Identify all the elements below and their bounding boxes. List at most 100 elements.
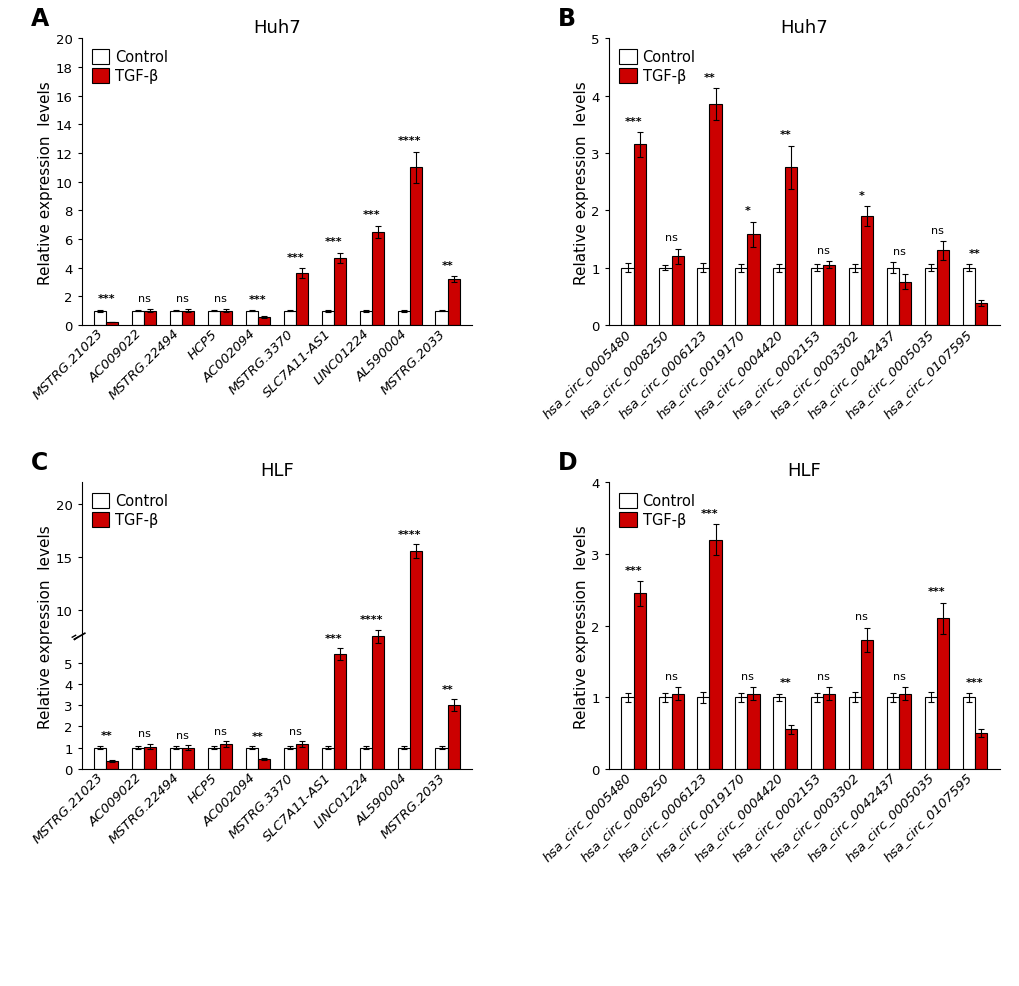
Text: **: **	[779, 130, 791, 140]
Bar	[747, 694, 759, 769]
Bar	[321, 748, 333, 769]
Bar	[709, 106, 720, 325]
Text: ***: ***	[363, 210, 380, 220]
Text: *: *	[857, 191, 863, 201]
Text: ***: ***	[965, 677, 982, 687]
Text: ns: ns	[816, 246, 828, 255]
Text: ***: ***	[286, 252, 305, 262]
Bar	[182, 748, 194, 769]
Bar	[333, 655, 345, 769]
Bar	[974, 734, 986, 769]
Bar	[936, 251, 949, 325]
Text: **: **	[441, 684, 453, 694]
Legend: Control, TGF-β: Control, TGF-β	[615, 490, 698, 530]
Bar	[936, 619, 949, 769]
Text: A: A	[31, 7, 49, 31]
Bar	[144, 312, 156, 325]
Bar	[658, 697, 671, 769]
Bar	[924, 697, 936, 769]
Bar	[283, 312, 296, 325]
Bar	[321, 312, 333, 325]
Bar	[208, 748, 220, 769]
Bar	[410, 552, 422, 769]
Text: ns: ns	[892, 671, 905, 681]
Bar	[697, 697, 709, 769]
Bar	[709, 540, 720, 769]
Bar	[898, 694, 910, 769]
Text: ns: ns	[289, 726, 302, 736]
Bar	[170, 748, 182, 769]
Text: *: *	[744, 206, 750, 216]
Bar	[208, 312, 220, 325]
Text: ns: ns	[664, 233, 678, 244]
Bar	[296, 744, 308, 769]
Text: ***: ***	[325, 633, 342, 643]
Title: Huh7: Huh7	[253, 19, 301, 36]
Text: ns: ns	[929, 226, 943, 236]
Y-axis label: Relative expression  levels: Relative expression levels	[38, 525, 53, 728]
Bar	[131, 312, 144, 325]
Text: ***: ***	[700, 508, 717, 518]
Bar	[898, 283, 910, 325]
Text: ns: ns	[138, 294, 151, 304]
Bar	[283, 748, 296, 769]
Text: ns: ns	[854, 612, 867, 622]
Text: ns: ns	[175, 293, 189, 304]
Bar	[144, 746, 156, 769]
Title: Huh7: Huh7	[780, 19, 827, 36]
Text: ***: ***	[625, 565, 642, 576]
Text: D: D	[557, 451, 577, 474]
Bar	[371, 637, 383, 769]
Bar	[296, 274, 308, 325]
Bar	[397, 748, 410, 769]
Bar	[658, 268, 671, 325]
Text: ****: ****	[360, 614, 383, 624]
Legend: Control, TGF-β: Control, TGF-β	[615, 46, 698, 87]
Bar	[447, 706, 460, 769]
Bar	[772, 697, 785, 769]
Text: ***: ***	[98, 294, 115, 304]
Bar	[747, 235, 759, 325]
Bar	[671, 257, 683, 325]
Text: **: **	[441, 260, 453, 270]
Bar	[810, 697, 822, 769]
Bar	[848, 697, 860, 769]
Bar	[435, 748, 447, 769]
Title: HLF: HLF	[260, 462, 293, 480]
Bar	[246, 312, 258, 325]
Bar	[360, 748, 371, 769]
Bar	[94, 312, 106, 325]
Bar	[974, 304, 986, 325]
Text: **: **	[252, 731, 264, 740]
Text: **: **	[968, 248, 980, 258]
Bar	[246, 748, 258, 769]
Bar	[410, 169, 422, 325]
Bar	[924, 268, 936, 325]
Bar	[106, 761, 118, 769]
Bar	[697, 268, 709, 325]
Text: **: **	[100, 731, 112, 740]
Bar	[810, 268, 822, 325]
Bar	[258, 317, 270, 325]
Bar	[962, 697, 974, 769]
Bar	[447, 280, 460, 325]
Text: ****: ****	[397, 529, 421, 539]
Bar	[860, 640, 872, 769]
Bar	[621, 697, 633, 769]
Bar	[360, 312, 371, 325]
Text: ***: ***	[249, 294, 267, 305]
Y-axis label: Relative expression  levels: Relative expression levels	[573, 81, 588, 284]
Bar	[671, 694, 683, 769]
Text: ns: ns	[213, 726, 226, 736]
Title: HLF: HLF	[787, 462, 820, 480]
Bar	[131, 748, 144, 769]
Text: ***: ***	[625, 116, 642, 126]
Bar	[621, 268, 633, 325]
Bar	[371, 233, 383, 325]
Text: **: **	[779, 677, 791, 687]
Bar	[887, 697, 898, 769]
Bar	[848, 268, 860, 325]
Bar	[822, 694, 835, 769]
Bar	[633, 145, 645, 325]
Bar	[94, 748, 106, 769]
